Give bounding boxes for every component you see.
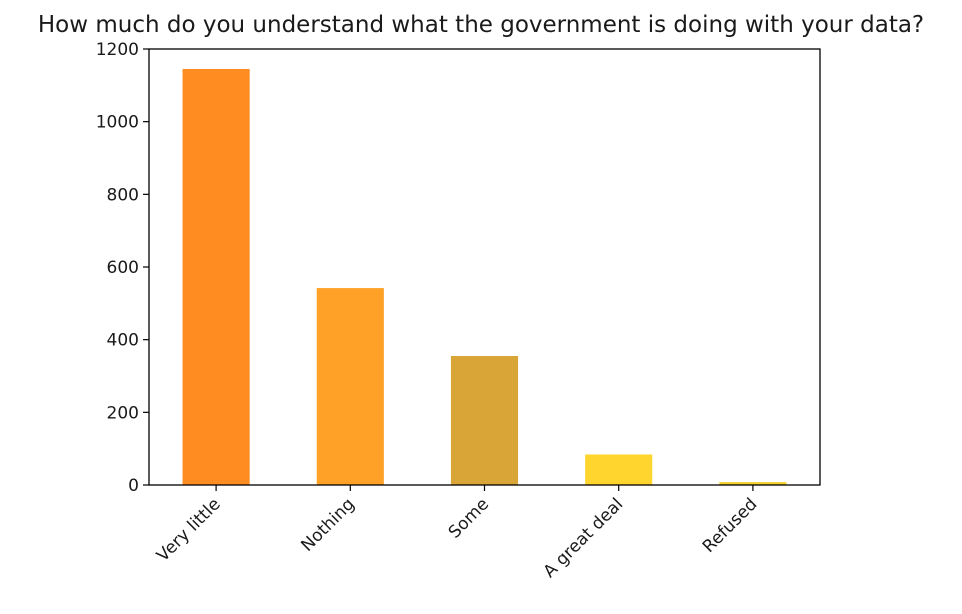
bar-2 [451, 356, 518, 485]
y-tick-label: 400 [107, 331, 139, 351]
x-tick-label: A great deal [540, 494, 628, 582]
y-tick-label: 200 [107, 403, 139, 423]
y-tick-label: 1000 [96, 113, 139, 133]
y-tick-label: 1200 [96, 40, 139, 60]
x-tick-label: Some [445, 494, 493, 542]
bar-0 [183, 69, 250, 485]
x-axis: Very little Nothing Some A great deal Refuse… [153, 485, 761, 582]
y-axis: 0 200 400 600 800 1000 1200 [96, 40, 149, 496]
x-tick-label: Very little [153, 494, 225, 566]
bar-1 [317, 288, 384, 485]
bars-layer [183, 69, 787, 485]
y-tick-label: 600 [107, 258, 139, 278]
x-tick-label: Nothing [297, 494, 358, 555]
y-tick-label: 0 [128, 476, 139, 496]
y-tick-label: 800 [107, 185, 139, 205]
x-tick-label: Refused [699, 494, 761, 556]
bar-3 [585, 454, 652, 485]
